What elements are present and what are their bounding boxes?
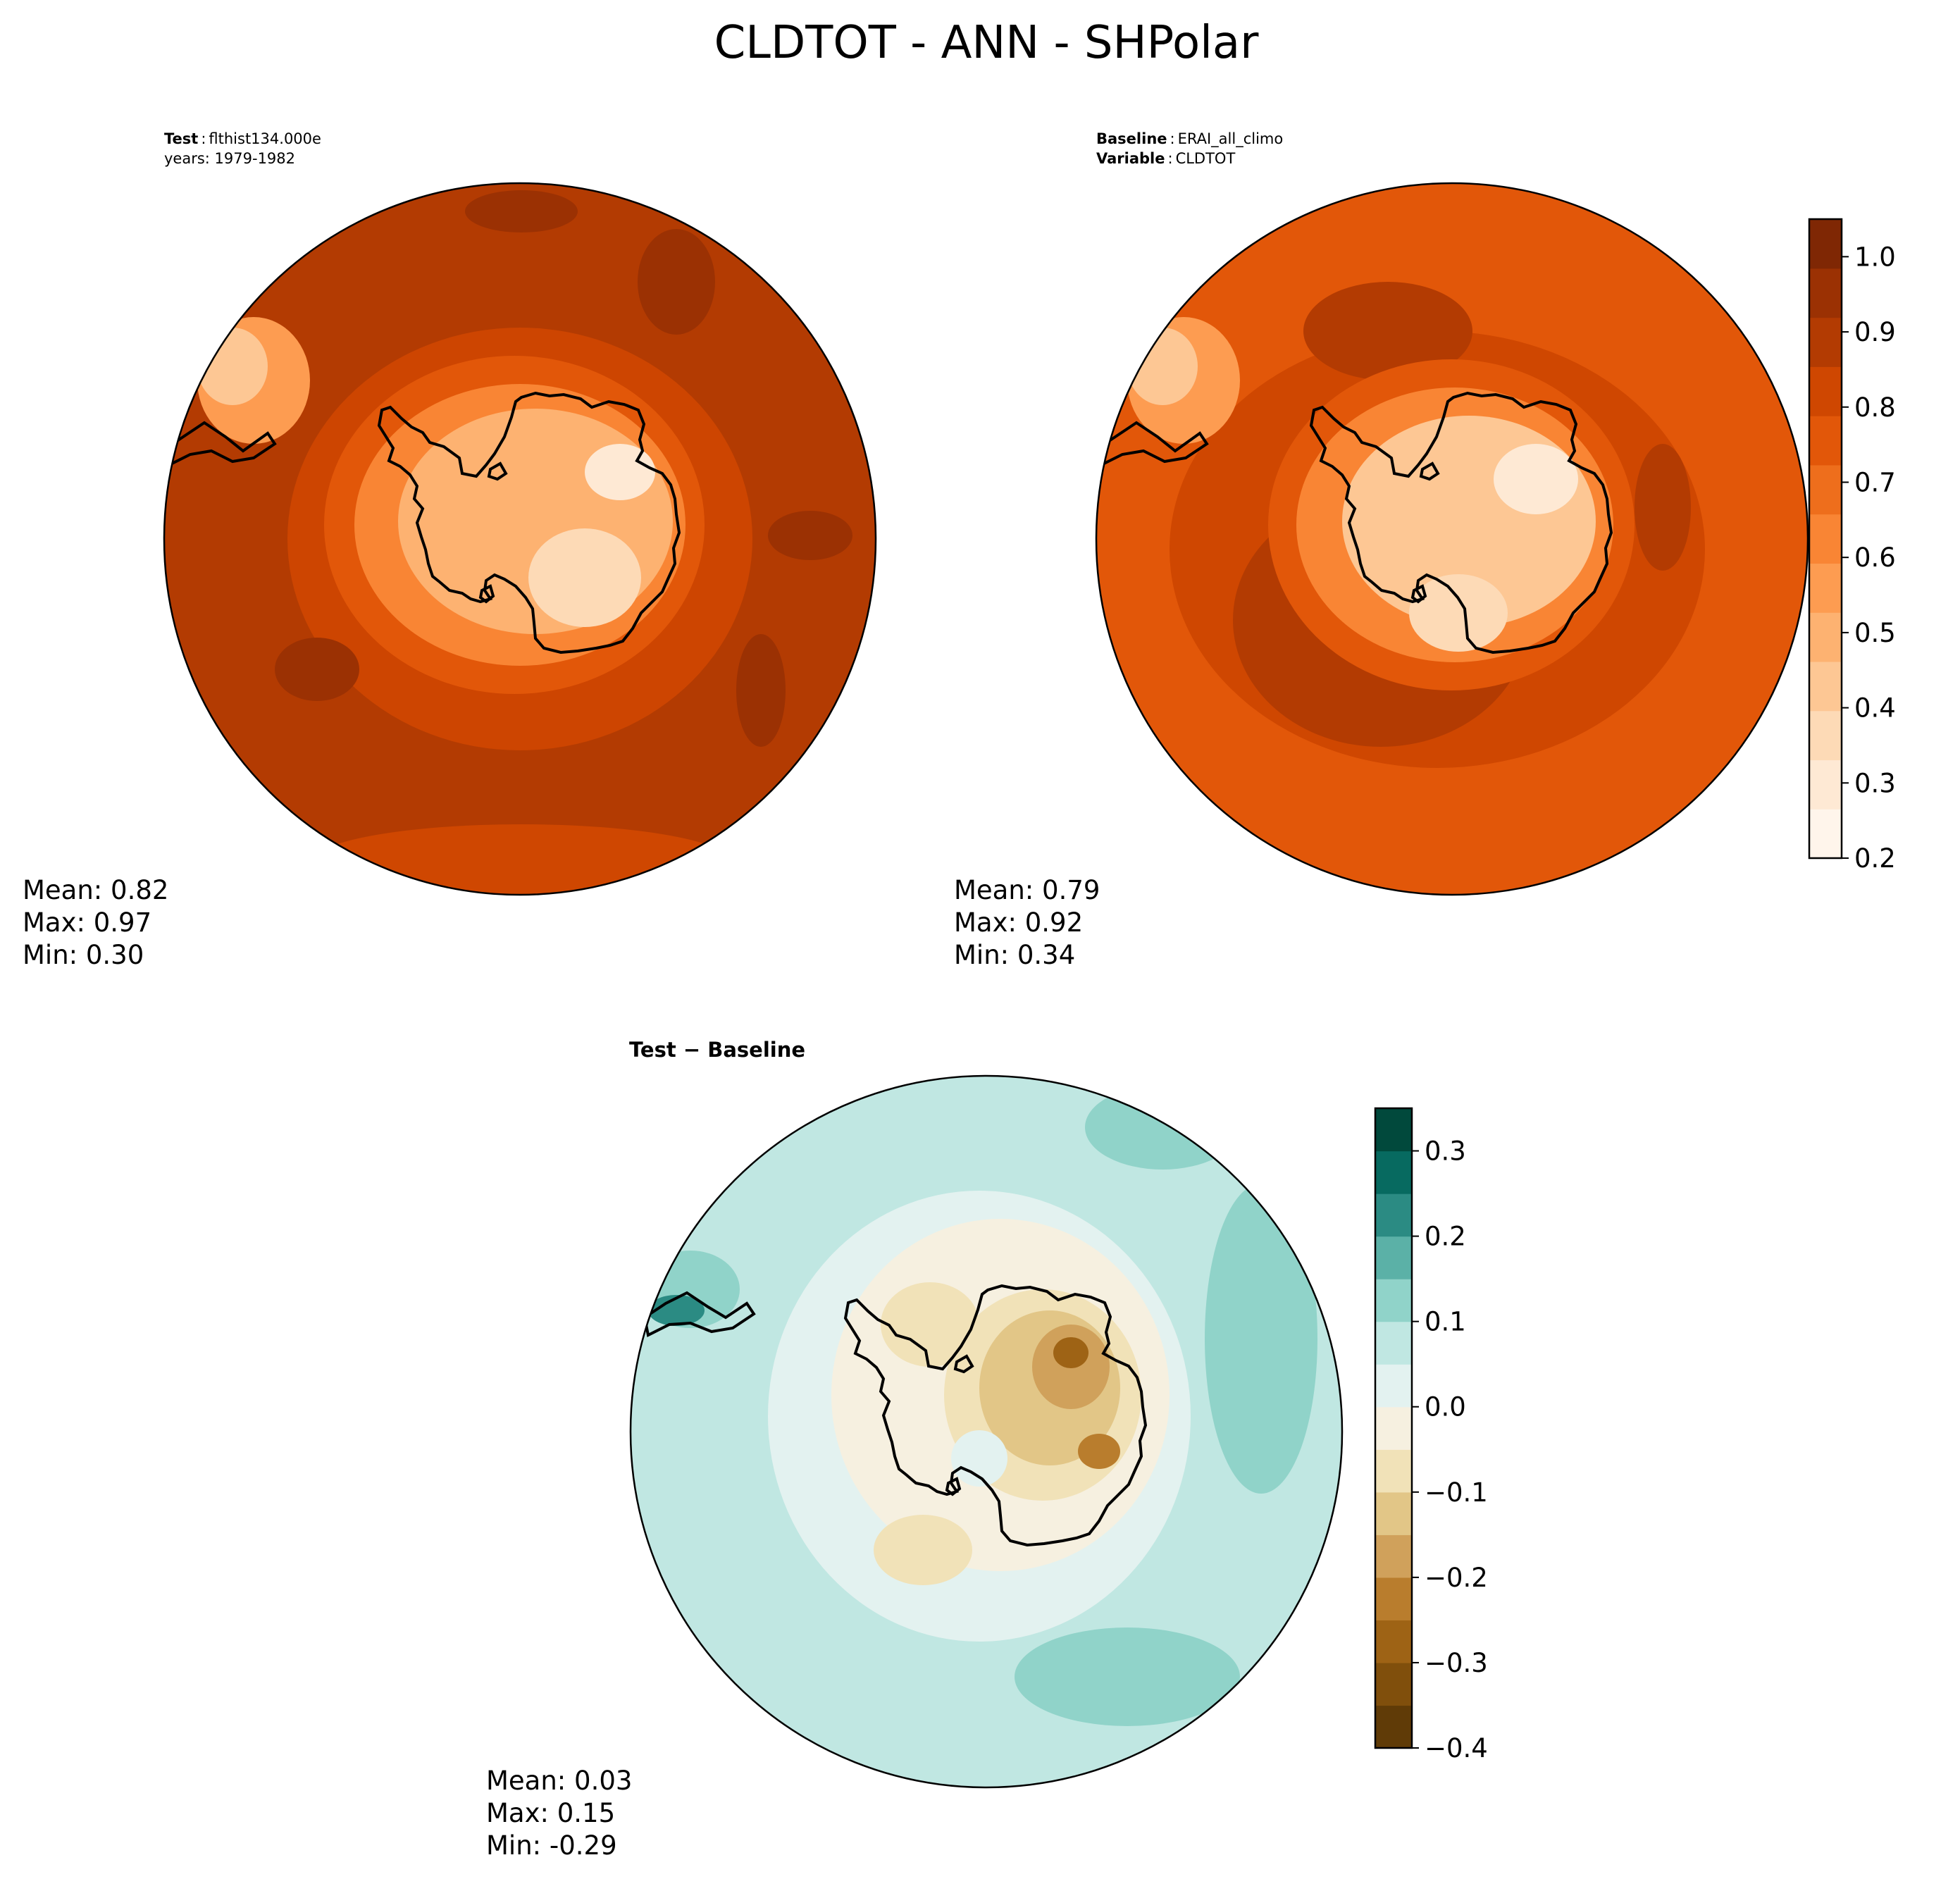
colorbar-cloud-tick-label: 0.7 — [1854, 467, 1896, 497]
panel-test-header-label: Test — [164, 130, 198, 147]
colorbar-cloud: 0.2 0.3 0.4 0.5 0.6 0.7 0.8 0.9 1.0 — [1808, 218, 1896, 874]
panel-baseline-max: Max: 0.92 — [954, 907, 1083, 938]
panel-difference-mean: Mean: 0.03 — [486, 1766, 632, 1796]
colorbar-difference-swatch — [1375, 1662, 1412, 1706]
colorbar-cloud-swatch — [1809, 710, 1842, 761]
panel-baseline-mean: Mean: 0.79 — [954, 875, 1100, 905]
colorbar-difference-tick-label: 0.2 — [1425, 1222, 1466, 1252]
colorbar-cloud-swatch — [1809, 317, 1842, 367]
colorbar-cloud-tick-label: 0.4 — [1854, 693, 1896, 724]
colorbar-difference-swatch — [1375, 1279, 1412, 1322]
panel-baseline-header-line2: Variable: CLDTOT — [1096, 150, 1235, 167]
colorbar-cloud-tick-label: 0.6 — [1854, 542, 1896, 573]
panel-test-max: Max: 0.97 — [23, 907, 151, 938]
figure-title: CLDTOT - ANN - SHPolar — [714, 17, 1260, 69]
panel-test-header-line2: years: 1979-1982 — [164, 150, 295, 167]
panel-baseline-boundary — [1095, 182, 1809, 896]
panel-baseline-min: Min: 0.34 — [954, 940, 1075, 970]
panel-baseline-header-label: Baseline — [1096, 130, 1167, 147]
panel-test-header-line1: Test: flthist134.000e — [164, 130, 321, 147]
colorbar-cloud-tick-label: 0.8 — [1854, 392, 1896, 423]
panel-difference-min: Min: -0.29 — [486, 1830, 617, 1861]
panel-test-map — [164, 183, 876, 895]
colorbar-difference-tick-label: −0.1 — [1425, 1477, 1488, 1508]
panel-baseline-header-line1: Baseline: ERAI_all_climo — [1096, 130, 1283, 148]
colorbar-difference-frame — [1374, 1107, 1413, 1749]
colorbar-difference-swatch — [1375, 1193, 1412, 1237]
panel-test-boundary — [163, 182, 877, 896]
panel-difference-map — [631, 1076, 1342, 1787]
colorbar-cloud-frame — [1808, 218, 1843, 860]
colorbar-difference-tick-label: −0.3 — [1425, 1648, 1488, 1678]
colorbar-cloud-swatch — [1809, 514, 1842, 564]
colorbar-difference-swatch — [1375, 1620, 1412, 1663]
colorbar-cloud-tick-label: 1.0 — [1854, 242, 1896, 272]
panel-test: Test: flthist134.000e years: 1979-1982 Me… — [23, 130, 877, 970]
colorbar-difference-swatch — [1375, 1492, 1412, 1535]
colorbar-cloud-tick-label: 0.2 — [1854, 843, 1896, 874]
panel-test-min: Min: 0.30 — [23, 940, 144, 970]
colorbar-difference: −0.4 −0.3 −0.2 −0.1 0.0 0.1 0.2 0.3 — [1374, 1107, 1488, 1763]
colorbar-cloud-swatch — [1809, 612, 1842, 662]
colorbar-cloud-swatch — [1809, 759, 1842, 810]
colorbar-cloud-swatch — [1809, 464, 1842, 515]
colorbar-difference-tick-label: −0.4 — [1425, 1733, 1488, 1763]
panel-difference-boundary — [629, 1074, 1344, 1789]
colorbar-cloud-swatch — [1809, 366, 1842, 416]
panel-baseline-header-value: ERAI_all_climo — [1178, 130, 1284, 148]
colorbar-difference-tick-label: 0.3 — [1425, 1136, 1466, 1167]
panel-baseline: Baseline: ERAI_all_climo Variable: CLDTOT … — [954, 130, 1809, 970]
colorbar-difference-tick-label: 0.1 — [1425, 1307, 1466, 1337]
panel-baseline-map — [1096, 183, 1808, 895]
colorbar-difference-swatch — [1375, 1236, 1412, 1279]
colorbar-cloud-swatch — [1809, 416, 1842, 466]
colorbar-difference-swatch — [1375, 1577, 1412, 1620]
colorbar-cloud-swatch — [1809, 219, 1842, 269]
colorbar-cloud-swatch — [1809, 809, 1842, 859]
colorbar-difference-swatch — [1375, 1321, 1412, 1365]
colorbar-difference-tick-label: −0.2 — [1425, 1563, 1488, 1593]
panel-test-mean: Mean: 0.82 — [23, 875, 168, 905]
colorbar-difference-swatch — [1375, 1449, 1412, 1493]
colorbar-cloud-swatch — [1809, 661, 1842, 712]
colorbar-difference-swatch — [1375, 1534, 1412, 1578]
panel-baseline-variable-value: CLDTOT — [1176, 150, 1236, 167]
colorbar-cloud-swatch — [1809, 268, 1842, 318]
panel-test-header-value: flthist134.000e — [209, 130, 321, 147]
panel-baseline-variable-label: Variable — [1096, 150, 1165, 167]
panel-difference-max: Max: 0.15 — [486, 1798, 615, 1828]
colorbar-difference-swatch — [1375, 1406, 1412, 1450]
colorbar-difference-swatch — [1375, 1364, 1412, 1408]
colorbar-difference-tick-label: 0.0 — [1425, 1392, 1466, 1422]
colorbar-difference-swatch — [1375, 1151, 1412, 1194]
panel-difference: Test − Baseline Mean: 0.03 Max: 0.15 Min… — [486, 1038, 1344, 1861]
colorbar-cloud-tick-label: 0.3 — [1854, 768, 1896, 798]
colorbar-cloud-swatch — [1809, 563, 1842, 613]
colorbar-difference-swatch — [1375, 1108, 1412, 1152]
colorbar-cloud-tick-label: 0.9 — [1854, 317, 1896, 347]
colorbar-cloud-tick-label: 0.5 — [1854, 618, 1896, 648]
colorbar-difference-swatch — [1375, 1705, 1412, 1749]
panel-difference-header: Test − Baseline — [629, 1038, 805, 1062]
